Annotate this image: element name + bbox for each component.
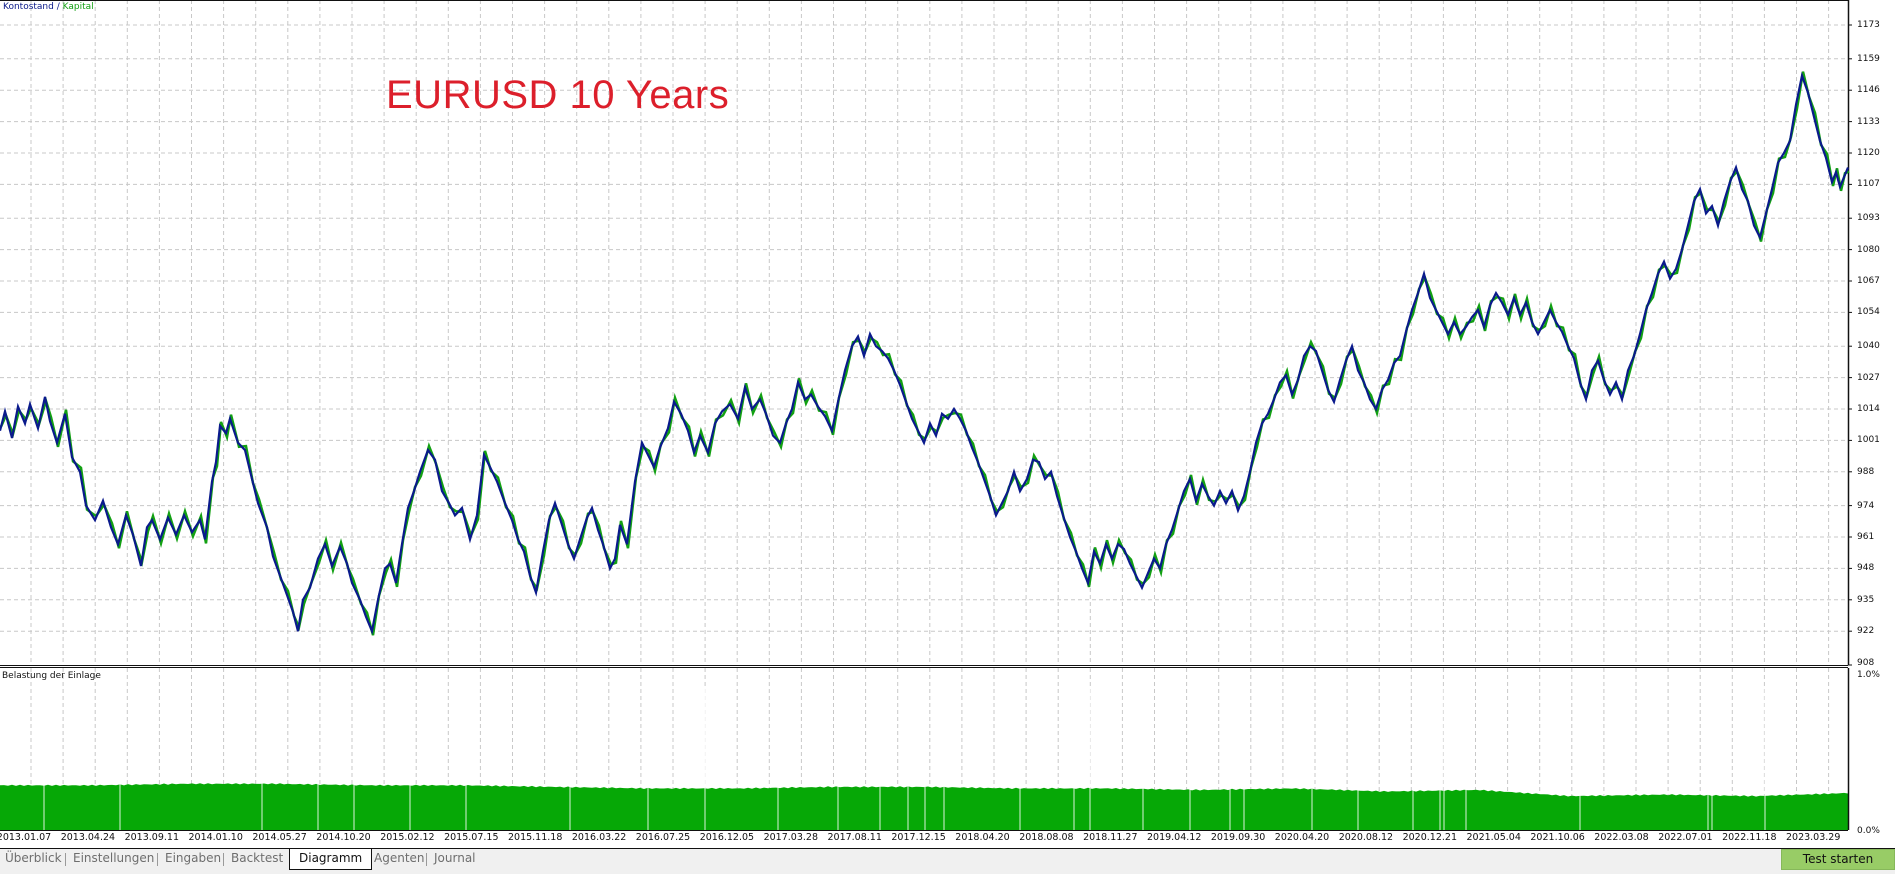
equity-chart-panel: Kontostand / Kapital EURUSD 10 Years 117… — [0, 0, 1880, 668]
tab-bar: Überblick Einstellungen Eingaben Backtest Di… — [0, 848, 1895, 874]
x-tick-label: 2015.07.15 — [444, 832, 499, 843]
x-tick-label: 2016.03.22 — [571, 832, 627, 843]
x-tick-label: 2022.07.01 — [1658, 832, 1713, 843]
y-tick-label: 1001 — [1857, 435, 1880, 446]
y-tick-label: 974 — [1857, 500, 1875, 511]
tab-separator — [157, 853, 158, 866]
deposit-load-panel: Belastung der Einlage 1.0% 0.0% — [0, 668, 1895, 850]
y-tick-label: 1133 — [1857, 116, 1880, 127]
x-tick-label: 2020.04.20 — [1274, 832, 1330, 843]
y-tick-label: 922 — [1857, 626, 1875, 637]
y-tick-label: 1093 — [1857, 213, 1880, 224]
legend-separator: / — [53, 2, 63, 12]
x-tick-label: 2018.11.27 — [1083, 832, 1138, 843]
y-tick-label: 961 — [1857, 532, 1875, 542]
y-tick-label: 1120 — [1857, 148, 1880, 158]
y-tick-label: 1107 — [1857, 179, 1880, 190]
y-tick-label: 1173 — [1857, 20, 1880, 30]
sub-y-tick-top: 1.0% — [1857, 670, 1880, 680]
x-tick-label: 2017.08.11 — [827, 832, 882, 843]
x-tick-label: 2013.01.07 — [0, 832, 52, 843]
deposit-load-svg — [0, 668, 1850, 831]
x-tick-label: 2021.10.06 — [1530, 832, 1585, 843]
x-tick-label: 2017.12.15 — [891, 832, 946, 843]
tab-backtest[interactable]: Backtest — [231, 851, 284, 865]
y-tick-label: 1040 — [1857, 341, 1880, 352]
y-tick-label: 1067 — [1857, 276, 1880, 286]
x-tick-label: 2017.03.28 — [763, 832, 818, 843]
y-tick-label: 1054 — [1857, 307, 1880, 318]
x-tick-label: 2022.11.18 — [1722, 832, 1777, 843]
tab-separator — [223, 853, 224, 866]
x-tick-label: 2019.09.30 — [1210, 832, 1266, 843]
x-tick-label: 2019.04.12 — [1146, 832, 1202, 843]
x-tick-label: 2023.03.29 — [1785, 832, 1841, 843]
tab-separator — [426, 853, 427, 866]
x-tick-label: 2018.08.08 — [1019, 832, 1074, 843]
y-tick-label: 908 — [1857, 658, 1875, 668]
tab-einstellungen[interactable]: Einstellungen — [73, 851, 155, 865]
x-tick-label: 2022.03.08 — [1594, 832, 1649, 843]
tab-agenten[interactable]: Agenten — [374, 851, 425, 865]
y-tick-label: 1014 — [1857, 404, 1880, 414]
x-tick-label: 2013.04.24 — [60, 832, 116, 843]
chart-title: EURUSD 10 Years — [386, 73, 730, 117]
legend-equity: Kapital — [62, 2, 94, 12]
tab-berblick[interactable]: Überblick — [5, 851, 62, 865]
legend-balance: Kontostand — [3, 2, 54, 12]
sub-y-tick-bottom: 0.0% — [1857, 826, 1880, 836]
tab-eingaben[interactable]: Eingaben — [165, 851, 222, 865]
x-tick-label: 2013.09.11 — [124, 832, 179, 843]
y-tick-label: 948 — [1857, 563, 1875, 574]
tab-diagramm[interactable]: Diagramm — [289, 849, 373, 870]
x-tick-label: 2020.12.21 — [1402, 832, 1457, 843]
x-tick-label: 2014.01.10 — [188, 832, 243, 843]
x-tick-label: 2015.02.12 — [380, 832, 435, 843]
x-tick-label: 2018.04.20 — [955, 832, 1010, 843]
chart-legend: Kontostand / Kapital — [3, 2, 94, 12]
x-tick-label: 2016.07.25 — [635, 832, 691, 843]
x-tick-label: 2014.10.20 — [316, 832, 371, 843]
tab-journal[interactable]: Journal — [434, 851, 476, 865]
y-tick-label: 1027 — [1857, 372, 1880, 383]
x-tick-label: 2014.05.27 — [252, 832, 307, 843]
y-tick-label: 1159 — [1857, 53, 1880, 64]
y-tick-label: 988 — [1857, 466, 1875, 477]
y-tick-label: 1146 — [1857, 85, 1880, 96]
x-tick-label: 2020.08.12 — [1338, 832, 1394, 843]
deposit-load-label: Belastung der Einlage — [2, 671, 101, 681]
y-tick-label: 935 — [1857, 594, 1875, 605]
x-tick-label: 2021.05.04 — [1466, 832, 1521, 843]
tab-separator — [65, 853, 66, 866]
x-tick-label: 2015.11.18 — [507, 832, 563, 843]
deposit-load-area — [0, 783, 1848, 830]
start-test-button[interactable]: Test starten — [1781, 849, 1895, 870]
x-tick-label: 2016.12.05 — [699, 832, 755, 843]
equity-chart-svg — [0, 0, 1852, 668]
y-tick-label: 1080 — [1857, 244, 1880, 255]
balance-line — [0, 71, 1850, 636]
